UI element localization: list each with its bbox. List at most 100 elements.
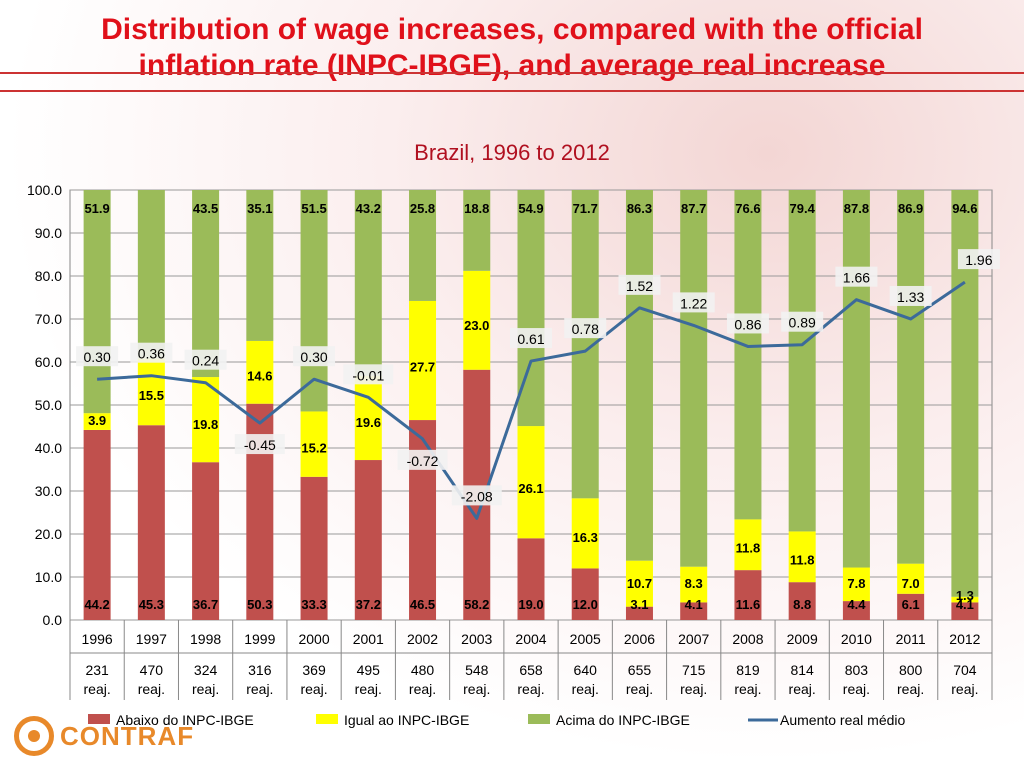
y-tick-label: 10.0: [35, 569, 62, 585]
x-sublabel-unit-2004: reaj.: [517, 681, 544, 697]
x-sublabel-count-2007: 715: [682, 662, 706, 678]
label-above-2009: 79.4: [790, 201, 816, 216]
label-below-2001: 37.2: [356, 597, 381, 612]
line-label-2004: 0.61: [517, 331, 544, 347]
line-label-box: [451, 485, 502, 506]
line-label-2012: 1.96: [965, 252, 992, 268]
x-sublabel-count-2009: 814: [790, 662, 814, 678]
label-above-2004: 54.9: [518, 201, 543, 216]
bar-equal-1997: [137, 358, 165, 426]
bar-below-2008: [734, 570, 762, 620]
legend-above-swatch: [528, 714, 550, 724]
bar-above-1998: [192, 190, 220, 378]
label-equal-2006: 10.7: [627, 576, 652, 591]
x-tick-label-2004: 2004: [515, 631, 546, 647]
bar-below-1998: [192, 462, 220, 620]
x-tick-label-2012: 2012: [949, 631, 980, 647]
line-label-box: [957, 249, 1000, 270]
y-tick-label: 50.0: [35, 397, 62, 413]
bar-below-2001: [354, 460, 382, 620]
bar-above-1996: [83, 190, 111, 414]
y-tick-label: 100.0: [27, 182, 62, 198]
bar-above-2009: [788, 190, 816, 532]
line-label-box: [234, 434, 285, 455]
bar-below-2004: [517, 538, 545, 620]
title-line-1: Distribution of wage increases, compared…: [101, 13, 923, 46]
y-tick-label: 70.0: [35, 311, 62, 327]
x-tick-label-2007: 2007: [678, 631, 709, 647]
label-below-2002: 46.5: [410, 597, 435, 612]
label-equal-1997: 15.5: [139, 388, 164, 403]
label-below-1998: 36.7: [193, 597, 218, 612]
x-sublabel-unit-2000: reaj.: [300, 681, 327, 697]
x-tick-label-2009: 2009: [787, 631, 818, 647]
chart-subtitle: Brazil, 1996 to 2012: [414, 140, 610, 165]
x-tick-label-2010: 2010: [841, 631, 872, 647]
line-label-box: [343, 364, 394, 385]
bar-below-2005: [571, 568, 599, 620]
label-equal-1998: 19.8: [193, 417, 218, 432]
bar-equal-2004: [517, 426, 545, 539]
label-below-2008: 11.6: [736, 597, 761, 612]
line-label-2007: 1.22: [680, 295, 707, 311]
line-label-box: [889, 285, 932, 306]
label-below-2012: 4.1: [956, 597, 974, 612]
line-label-2002: -0.72: [407, 453, 439, 469]
label-equal-2001: 19.6: [356, 415, 381, 430]
line-label-box: [76, 346, 119, 367]
bar-equal-1996: [83, 413, 111, 430]
legend-above-label: Acima do INPC-IBGE: [556, 712, 690, 728]
label-below-2009: 8.8: [793, 597, 811, 612]
y-tick-label: 30.0: [35, 483, 62, 499]
legend-equal-swatch: [316, 714, 338, 724]
label-above-2001: 43.2: [356, 201, 381, 216]
label-above-2002: 25.8: [410, 201, 435, 216]
legend-line-label: Aumento real médio: [780, 712, 906, 728]
x-sublabel-unit-2010: reaj.: [843, 681, 870, 697]
x-sublabel-count-2008: 819: [736, 662, 760, 678]
line-label-box: [130, 342, 173, 363]
chart-title: Distribution of wage increases, compared…: [0, 12, 1024, 84]
line-label-box: [397, 449, 448, 470]
x-sublabel-count-2011: 800: [899, 662, 923, 678]
bar-below-1996: [83, 429, 111, 620]
line-label-box: [618, 274, 661, 295]
x-sublabel-count-2002: 480: [411, 662, 435, 678]
x-tick-label-1997: 1997: [136, 631, 167, 647]
bar-equal-2003: [463, 270, 491, 370]
legend-below-swatch: [88, 714, 110, 724]
line-label-box: [726, 313, 769, 334]
label-equal-1996: 3.9: [88, 413, 106, 428]
bar-equal-1999: [246, 340, 274, 404]
x-sublabel-count-1997: 470: [140, 662, 164, 678]
label-equal-2003: 23.0: [464, 318, 489, 333]
x-sublabel-unit-2008: reaj.: [734, 681, 761, 697]
y-tick-label: 60.0: [35, 354, 62, 370]
x-tick-label-2005: 2005: [570, 631, 601, 647]
label-equal-2011: 7.0: [902, 576, 920, 591]
x-sublabel-unit-2003: reaj.: [463, 681, 490, 697]
contraf-logo-icon: [14, 716, 54, 756]
x-sublabel-count-2004: 658: [519, 662, 543, 678]
x-sublabel-count-2003: 548: [465, 662, 489, 678]
x-sublabel-unit-1999: reaj.: [246, 681, 273, 697]
bar-equal-2006: [625, 560, 653, 607]
title-rule-top: [0, 72, 1024, 74]
line-label-1998: 0.24: [192, 353, 219, 369]
line-label-1999: -0.45: [244, 437, 276, 453]
x-tick-label-2011: 2011: [896, 631, 926, 647]
x-sublabel-unit-2006: reaj.: [626, 681, 653, 697]
bar-above-2003: [463, 190, 491, 271]
label-below-1999: 50.3: [247, 597, 272, 612]
bar-above-1997: [137, 190, 165, 359]
label-equal-2005: 16.3: [573, 530, 598, 545]
label-above-2000: 51.5: [301, 201, 326, 216]
line-label-box: [781, 311, 824, 332]
label-below-2005: 12.0: [573, 597, 598, 612]
line-label-box: [835, 266, 878, 287]
x-sublabel-unit-1996: reaj.: [84, 681, 111, 697]
label-above-2003: 18.8: [464, 201, 489, 216]
x-sublabel-count-2010: 803: [845, 662, 869, 678]
line-label-box: [564, 318, 607, 339]
